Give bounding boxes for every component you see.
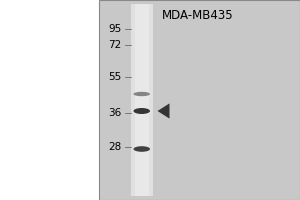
Ellipse shape [134,108,150,114]
Polygon shape [158,103,169,119]
Text: 28: 28 [108,142,122,152]
Text: MDA-MB435: MDA-MB435 [162,9,234,22]
Text: 55: 55 [108,72,122,82]
Text: 36: 36 [108,108,122,118]
Ellipse shape [134,146,150,152]
Text: 95: 95 [108,24,122,34]
Text: 72: 72 [108,40,122,50]
Bar [130,4,153,196]
Bar [99,0,300,200]
Ellipse shape [134,92,150,96]
Bar [135,4,148,196]
